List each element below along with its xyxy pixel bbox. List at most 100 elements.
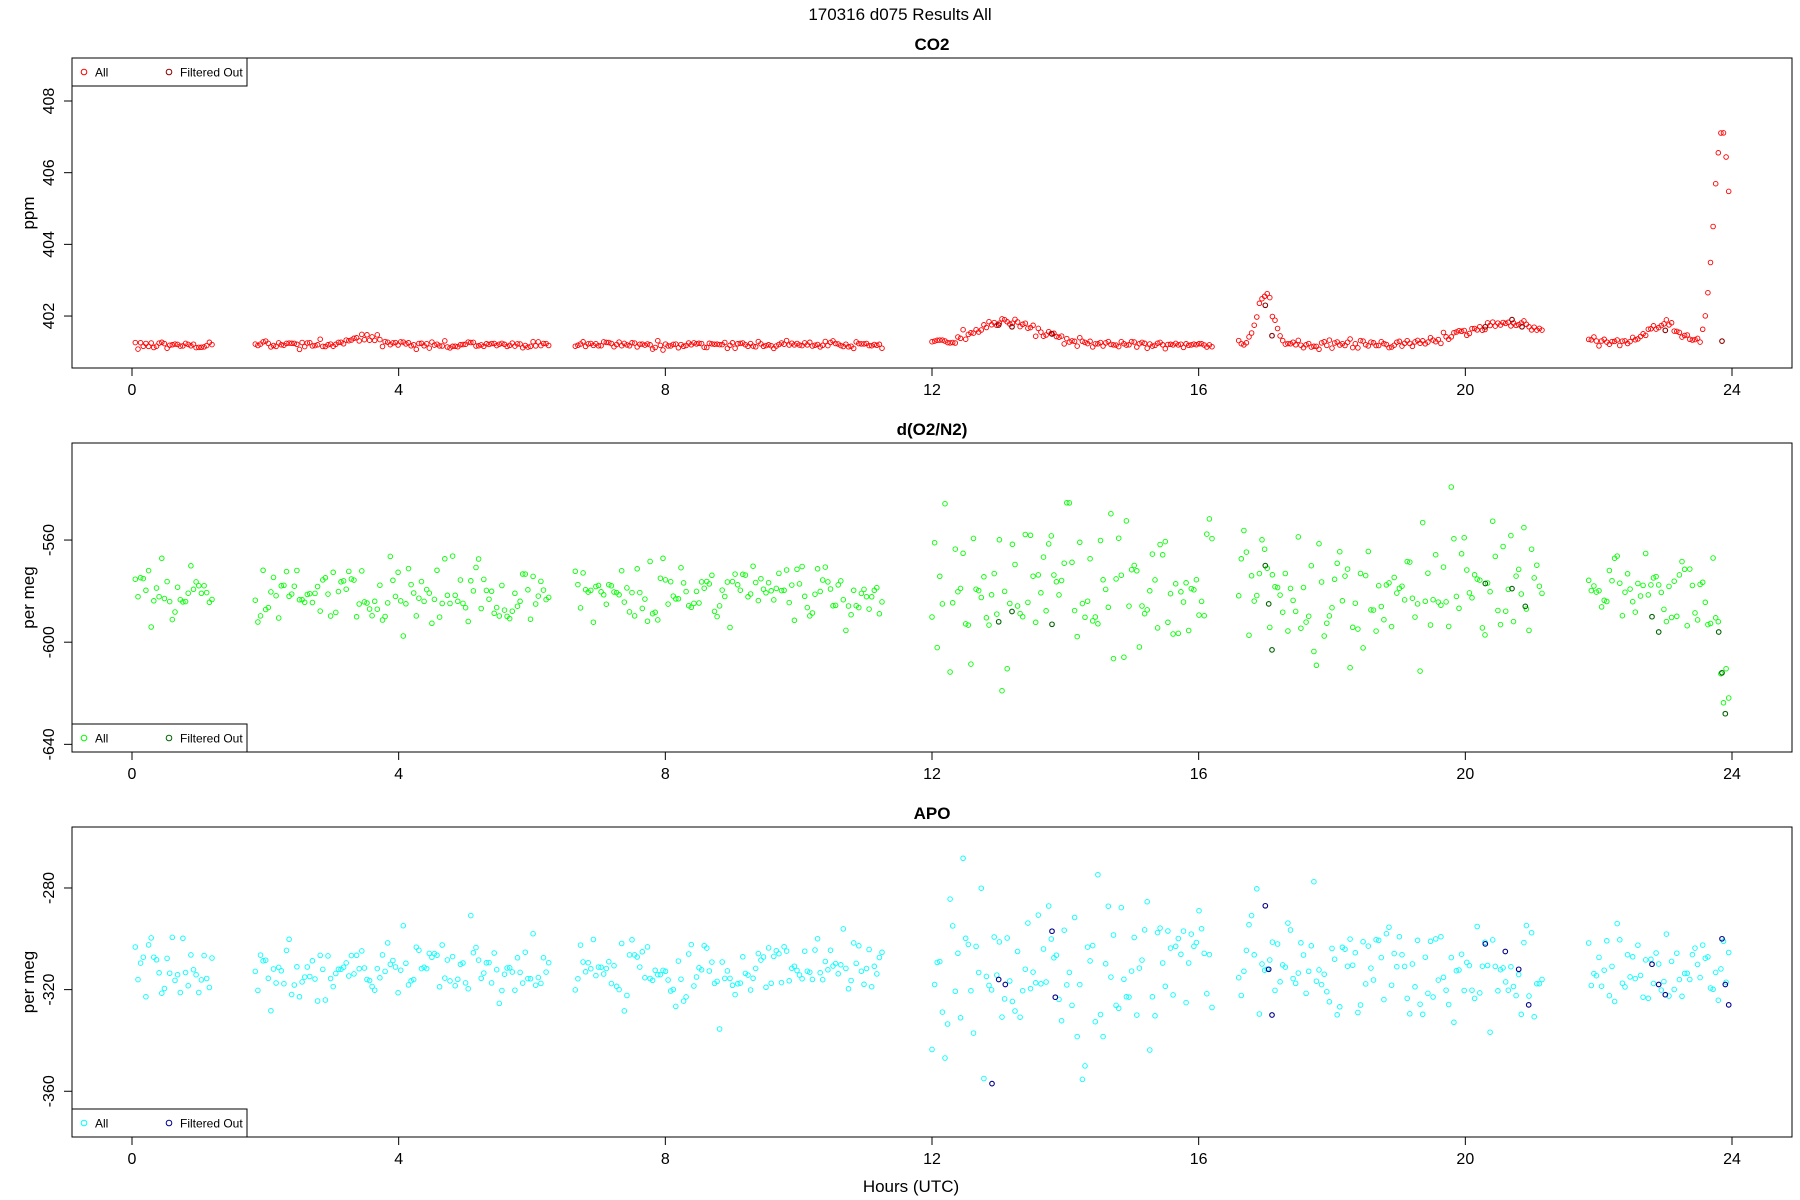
apo-point-all: [343, 960, 349, 966]
co2-y-tick-label: 408: [41, 88, 58, 115]
do2n2-point-all: [783, 567, 790, 573]
do2n2-point-all: [1684, 622, 1690, 629]
do2n2-point-all: [348, 576, 355, 582]
do2n2-point-all: [1254, 592, 1260, 599]
do2n2-point-all: [395, 569, 401, 576]
apo-point-all: [637, 964, 643, 970]
co2-point-all: [201, 344, 207, 350]
co2-point-all: [1014, 319, 1021, 325]
co2-point-all: [449, 343, 456, 350]
do2n2-point-all: [268, 589, 274, 595]
do2n2-y-tick-label: -640: [41, 728, 58, 760]
do2n2-point-all: [863, 593, 870, 600]
co2-point-all: [1342, 342, 1348, 349]
do2n2-point-all: [776, 570, 782, 577]
co2-point-all: [356, 338, 362, 344]
co2-point-all: [1311, 343, 1317, 350]
co2-point-all: [1435, 336, 1442, 343]
do2n2-point-all: [952, 546, 959, 552]
co2-point-all: [691, 340, 697, 346]
do2n2-point-all: [719, 587, 725, 593]
apo-point-all: [840, 926, 847, 932]
apo-y-tick-label: -320: [41, 974, 58, 1006]
do2n2-point-all: [140, 575, 147, 582]
apo-point-all: [1588, 982, 1595, 989]
apo-point-all: [1196, 907, 1202, 914]
do2n2-point-all: [1661, 606, 1667, 613]
do2n2-point-all: [1308, 562, 1315, 569]
apo-point-all: [814, 935, 821, 942]
apo-point-all: [1487, 1029, 1493, 1035]
apo-point-all: [719, 959, 725, 965]
apo-point-all: [796, 972, 803, 978]
co2-point-all: [960, 326, 966, 333]
do2n2-point-all: [491, 610, 497, 617]
co2-point-all: [540, 340, 547, 347]
co2-point-all: [1337, 342, 1343, 348]
do2n2-point-all: [781, 587, 787, 594]
apo-point-all: [413, 944, 420, 950]
do2n2-point-all: [493, 604, 500, 611]
apo-point-all: [688, 941, 695, 948]
apo-point-all: [968, 987, 974, 994]
co2-point-all: [525, 344, 531, 350]
apo-point-all: [1663, 931, 1670, 937]
apo-point-all: [1401, 963, 1408, 970]
co2-point-all: [1095, 341, 1101, 347]
co2-point-all: [1508, 323, 1514, 329]
do2n2-point-all: [1588, 587, 1595, 594]
do2n2-point-all: [838, 578, 844, 584]
co2-point-all: [595, 343, 602, 349]
co2-point-all: [335, 339, 342, 346]
do2n2-point-all: [1079, 600, 1086, 607]
do2n2-point-all: [1394, 590, 1400, 596]
co2-point-all: [1167, 341, 1174, 348]
apo-point-all: [1269, 939, 1276, 945]
do2n2-point-all: [174, 584, 181, 590]
co2-point-all: [351, 335, 357, 342]
do2n2-point-all: [1723, 665, 1729, 672]
do2n2-point-all: [1007, 600, 1013, 607]
co2-x-tick-label: 20: [1456, 382, 1474, 399]
co2-point-all: [1058, 333, 1065, 339]
do2n2-point-all: [1640, 582, 1646, 589]
do2n2-point-all: [1453, 593, 1460, 600]
apo-point-all: [1534, 980, 1540, 987]
apo-point-all: [530, 930, 536, 937]
apo-point-filtered: [1269, 1012, 1275, 1018]
apo-point-all: [947, 896, 953, 902]
co2-point-all: [1272, 317, 1278, 323]
apo-point-all: [1313, 978, 1320, 984]
do2n2-point-all: [1305, 613, 1312, 619]
apo-point-all: [1710, 986, 1716, 993]
apo-point-all: [1679, 993, 1685, 1000]
apo-point-all: [312, 976, 318, 982]
co2-point-all: [465, 339, 471, 345]
co2-point-all: [1097, 339, 1104, 346]
do2n2-point-all: [814, 566, 821, 572]
apo-point-all: [1409, 961, 1416, 967]
co2-point-all: [416, 340, 422, 347]
apo-point-all: [955, 950, 961, 957]
apo-point-all: [351, 971, 357, 977]
co2-point-all: [410, 341, 417, 348]
do2n2-point-all: [1482, 632, 1488, 638]
apo-point-all: [1316, 967, 1322, 973]
co2-point-all: [1375, 342, 1382, 349]
apo-point-all: [1451, 1019, 1457, 1026]
apo-point-all: [843, 965, 849, 972]
do2n2-point-all: [1159, 552, 1166, 558]
do2n2-point-all: [465, 618, 471, 625]
co2-point-all: [616, 339, 622, 345]
do2n2-point-all: [983, 615, 990, 621]
do2n2-point-all: [807, 613, 813, 619]
co2-point-all: [955, 334, 961, 340]
co2-y-tick-label: 402: [41, 303, 58, 330]
co2-point-filtered: [1049, 331, 1055, 337]
co2-point-all: [1165, 341, 1171, 348]
apo-point-all: [1692, 945, 1698, 951]
co2-point-all: [343, 337, 349, 343]
do2n2-point-all: [1025, 599, 1031, 606]
apo-legend-label: Filtered Out: [180, 1117, 243, 1131]
co2-point-all: [1674, 328, 1680, 335]
